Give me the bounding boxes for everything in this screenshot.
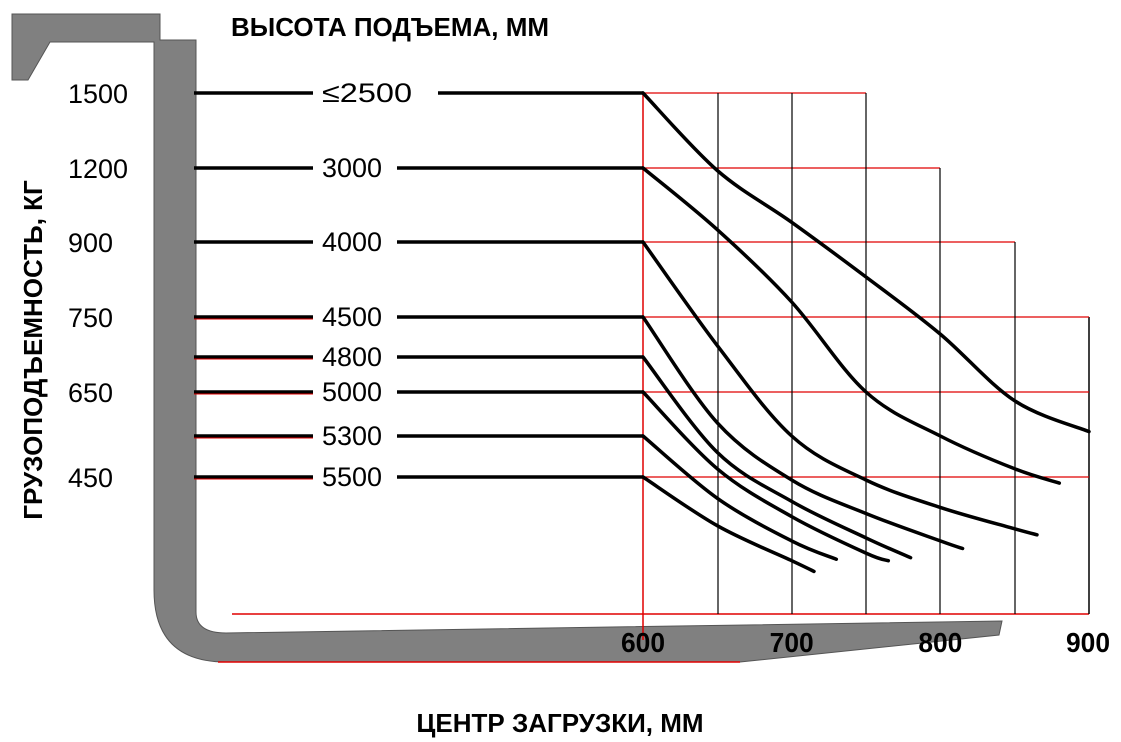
height-label: 4800 [322,342,382,372]
x-tick-label: 800 [918,627,962,658]
capacity-curve [641,240,1039,537]
x-tick-label: 600 [621,627,665,658]
capacity-curve [641,91,1091,434]
capacity-curve [641,355,913,560]
fork-shape [11,13,1003,663]
y-tick-label: 1200 [68,154,128,184]
height-label: 5000 [322,377,382,407]
height-leaders [194,91,643,480]
height-labels: ≤2500 3000 4000 4500 4800 5000 5300 5500 [322,78,412,492]
capacity-curve [641,166,1062,485]
capacity-curve [641,434,839,561]
capacity-curve [641,390,891,563]
x-tick-label: 900 [1066,627,1110,658]
height-label: 5500 [322,462,382,492]
height-label: ≤2500 [322,78,412,108]
y-axis-label: ГРУЗОПОДЪЕМНОСТЬ, КГ [18,180,48,520]
cell-dividers [717,93,1016,614]
y-axis-ticks: 1500 1200 900 750 650 450 [68,79,128,493]
y-tick-label: 650 [68,378,113,408]
capacity-curve [641,315,965,551]
x-axis-label: ЦЕНТР ЗАГРУЗКИ, ММ [416,708,703,738]
capacity-curves [641,91,1091,574]
capacity-curve [641,475,816,574]
height-label: 4000 [322,227,382,257]
x-axis-ticks: 600 700 800 900 [621,627,1110,658]
height-label: 3000 [322,153,382,183]
y-tick-label: 750 [68,303,113,333]
y-tick-label: 900 [68,228,113,258]
height-label: 4500 [322,302,382,332]
fork-body [11,13,1003,663]
y-tick-label: 1500 [68,79,128,109]
chart-title: ВЫСОТА ПОДЪЕМА, ММ [231,12,549,42]
y-tick-label: 450 [68,463,113,493]
height-label: 5300 [322,421,382,451]
x-tick-label: 700 [770,627,814,658]
